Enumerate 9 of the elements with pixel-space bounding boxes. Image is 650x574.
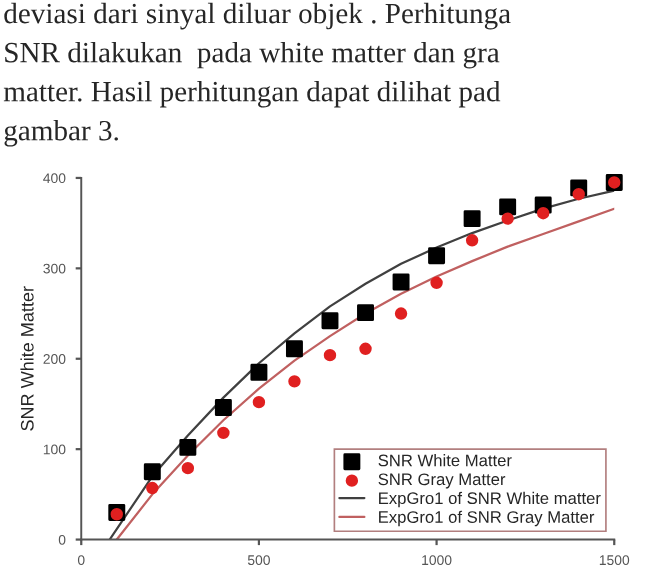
legend-label: SNR White Matter — [378, 454, 512, 467]
text: deviasi dari sinyal diluar objek . Perhitunga — [4, 2, 511, 30]
y-axis-title: SNR White Matter — [20, 286, 34, 431]
legend-label: ExpGro1 of SNR Gray Matter — [379, 510, 595, 527]
legend-label: SNR Gray Matter — [378, 473, 506, 489]
text: gambar 3. — [4, 119, 118, 147]
text: matter. Hasil perhitungan dapat dilihat pad — [3, 80, 501, 108]
legend-label: ExpGro1 of SNR White matter — [379, 491, 601, 508]
text: SNR dilakukan pada white matter dan gra — [5, 41, 500, 69]
